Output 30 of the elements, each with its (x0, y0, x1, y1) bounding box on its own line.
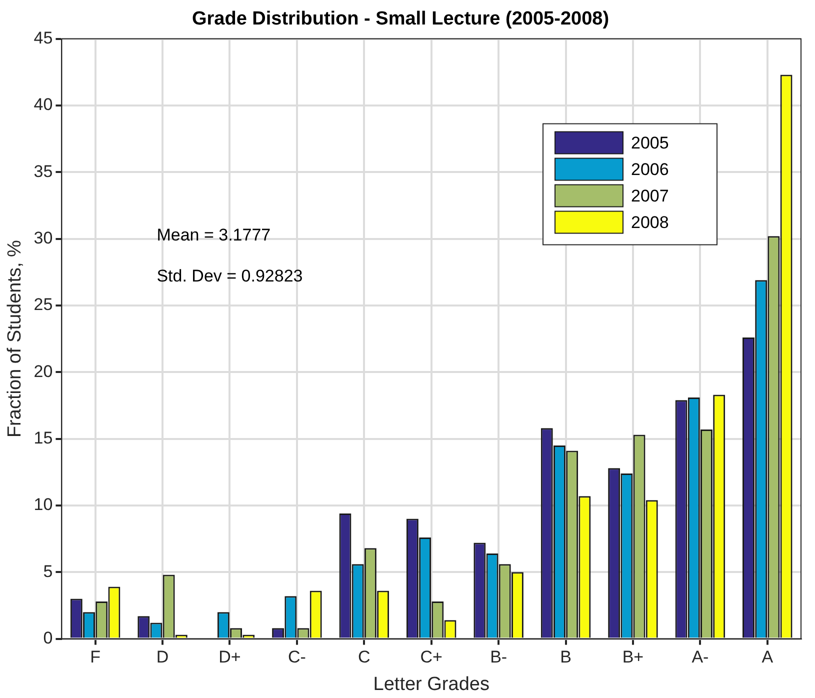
x-tick-label: C+ (420, 648, 443, 667)
x-tick-label: B (560, 648, 572, 667)
x-tick-label: A (762, 648, 774, 667)
annotation: Mean = 3.1777 (156, 225, 271, 244)
x-tick-label: B+ (622, 648, 644, 667)
y-tick-label: 25 (34, 295, 53, 314)
y-tick-label: 30 (34, 228, 53, 248)
x-tick-label: C- (288, 648, 306, 667)
x-tick-label: F (90, 648, 101, 667)
x-tick-label: C (358, 648, 370, 667)
x-axis-title: Letter Grades (373, 674, 490, 695)
y-tick-label: 20 (34, 362, 53, 381)
x-tick-label: B- (490, 648, 508, 667)
x-tick-label: A- (692, 648, 709, 667)
legend-label: 2008 (631, 212, 669, 232)
y-tick-label: 40 (34, 95, 53, 114)
legend-label: 2007 (631, 186, 669, 206)
annotation: Std. Dev = 0.92823 (156, 266, 303, 286)
chart-title: Grade Distribution - Small Lecture (2005-2008) (192, 8, 610, 30)
y-tick-label: 5 (43, 562, 53, 581)
y-tick-label: 35 (34, 162, 53, 181)
y-tick-label: 10 (34, 495, 53, 514)
legend-label: 2005 (631, 133, 669, 152)
y-tick-label: 0 (43, 628, 53, 648)
y-tick-label: 45 (34, 28, 53, 48)
y-axis-title: Fraction of Students, % (4, 240, 26, 438)
x-tick-label: D+ (218, 648, 241, 667)
legend-label: 2006 (631, 160, 669, 179)
x-tick-label: D (156, 648, 169, 667)
y-tick-label: 15 (34, 428, 53, 448)
